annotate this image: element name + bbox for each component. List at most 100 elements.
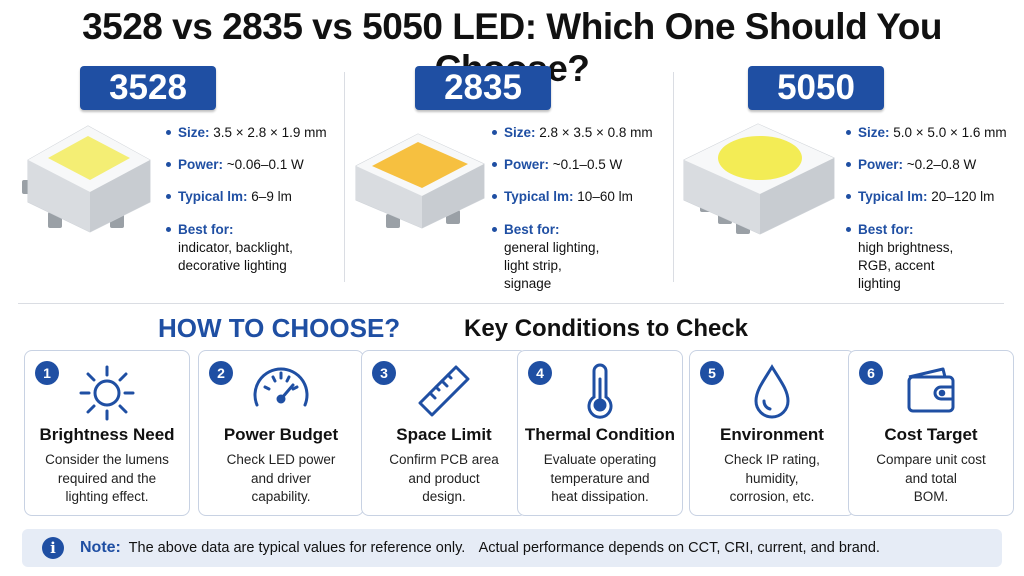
best-for-line: decorative lighting [178,258,287,274]
column-divider [673,72,674,282]
thermometer-icon [587,363,613,419]
best-for-line: signage [504,276,552,292]
note-line-2: Actual performance depends on CCT, CRI, … [478,540,880,556]
card-desc-line: temperature and [550,470,650,486]
info-icon: i [42,537,64,559]
led-badge-2835: 2835 [415,66,551,110]
card-desc-line: Check LED power [226,452,336,467]
best-for-line: light strip, [504,258,562,274]
card-description: Consider the lumens required and the lig… [33,451,181,507]
sun-icon [79,365,135,421]
best-for-line: high brightness, [858,239,954,255]
note-text: Note: The above data are typical values … [80,539,880,557]
card-title: Cost Target [884,425,978,444]
card-desc-line: Compare unit cost [876,452,986,467]
card-title: Environment [720,425,824,444]
led-chip-2835-icon [355,133,485,229]
ruler-icon [418,365,470,417]
card-desc-line: Confirm PCB area [389,452,499,467]
lumen-label: Typical lm: [178,189,248,205]
card-number: 4 [528,361,552,385]
lumen-label: Typical lm: [504,189,574,205]
card-description: Evaluate operating temperature and heat … [526,451,674,507]
led-badge-3528: 3528 [80,66,216,110]
card-desc-line: humidity, [745,470,799,486]
size-value: 2.8 × 3.5 × 0.8 mm [539,125,653,140]
card-desc-line: BOM. [913,489,949,505]
condition-card-thermal: 4 Thermal Condition Evaluate operating t… [517,350,683,516]
card-number: 1 [35,361,59,385]
card-desc-line: design. [422,489,466,505]
card-desc-line: capability. [251,489,311,505]
best-for-line: indicator, backlight, [178,239,293,255]
card-description: Check IP rating, humidity, corrosion, et… [698,451,846,507]
gauge-icon [253,367,309,407]
card-desc-line: Check IP rating, [724,452,820,467]
led-chip-5050-icon [683,123,835,235]
card-title: Power Budget [223,425,339,444]
card-number: 2 [209,361,233,385]
card-desc-line: Evaluate operating [543,452,657,467]
led-badge-5050: 5050 [748,66,884,110]
led-specs-3528: Size: 3.5 × 2.8 × 1.9 mm Power: ~0.06–0.… [166,124,338,289]
led-column-5050: 5050 Size: 5.0 × 5.0 × 1.6 mm Power: ~0.… [678,66,1008,296]
best-for-label: Best for: [178,221,234,237]
power-label: Power: [504,157,550,173]
note-label: Note: [80,539,121,556]
note-bar: i Note: The above data are typical value… [22,529,1002,567]
led-specs-2835: Size: 2.8 × 3.5 × 0.8 mm Power: ~0.1–0.5… [492,124,672,308]
card-desc-line: and total [905,470,957,486]
best-for-line: general lighting, [504,239,600,255]
card-title: Thermal Condition [524,425,676,444]
card-desc-line: heat dissipation. [551,489,649,505]
size-label: Size: [858,125,890,140]
card-title: Space Limit [396,425,492,444]
condition-card-cost: 6 Cost Target Compare unit cost and tota… [848,350,1014,516]
size-label: Size: [504,125,536,140]
water-drop-icon [754,364,790,419]
card-number: 3 [372,361,396,385]
card-number: 6 [859,361,883,385]
key-conditions-heading: Key Conditions to Check [464,315,749,342]
card-description: Compare unit cost and total BOM. [857,451,1005,507]
card-desc-line: required and the [57,470,157,486]
card-title: Brightness Need [39,425,175,444]
lumen-label: Typical lm: [858,189,928,205]
condition-card-power: 2 Power Budget Check LED power and drive… [198,350,364,516]
card-desc-line: and driver [250,470,312,486]
card-desc-line: corrosion, etc. [729,489,815,505]
power-value: ~0.1–0.5 W [552,157,623,173]
power-label: Power: [858,157,904,173]
wallet-icon [907,367,955,413]
condition-card-environment: 5 Environment Check IP rating, humidity,… [689,350,855,516]
section-divider [18,303,1004,304]
card-desc-line: lighting effect. [65,489,149,505]
led-specs-5050: Size: 5.0 × 5.0 × 1.6 mm Power: ~0.2–0.8… [846,124,1011,308]
condition-card-space: 3 Space Limit Confirm PCB area and produ… [361,350,527,516]
best-for-label: Best for: [858,221,914,237]
led-column-2835: 2835 Size: 2.8 × 3.5 × 0.8 mm Power: ~0.… [350,66,670,296]
card-number: 5 [700,361,724,385]
size-label: Size: [178,125,210,140]
note-line-1: The above data are typical values for re… [128,540,466,556]
power-value: ~0.06–0.1 W [226,157,304,173]
lumen-value: 6–9 lm [251,189,292,205]
power-value: ~0.2–0.8 W [906,157,977,173]
how-to-choose-heading: HOW TO CHOOSE? [158,313,401,343]
column-divider [344,72,345,282]
condition-card-brightness: 1 Brightness Need Consider the lumens re… [24,350,190,516]
lumen-value: 10–60 lm [577,189,633,205]
card-description: Confirm PCB area and product design. [370,451,518,507]
lumen-value: 20–120 lm [931,189,995,205]
best-for-line: lighting [858,276,901,292]
card-description: Check LED power and driver capability. [207,451,355,507]
card-desc-line: and product [408,470,480,486]
card-desc-line: Consider the lumens [45,452,169,467]
power-label: Power: [178,157,224,173]
size-value: 3.5 × 2.8 × 1.9 mm [213,125,327,140]
led-chip-3528-icon [22,125,151,233]
size-value: 5.0 × 5.0 × 1.6 mm [893,125,1007,140]
led-column-3528: 3528 Size: 3.5 × 2.8 × 1.9 mm Power: ~0.… [18,66,338,296]
best-for-line: RGB, accent [858,258,935,274]
best-for-label: Best for: [504,221,560,237]
